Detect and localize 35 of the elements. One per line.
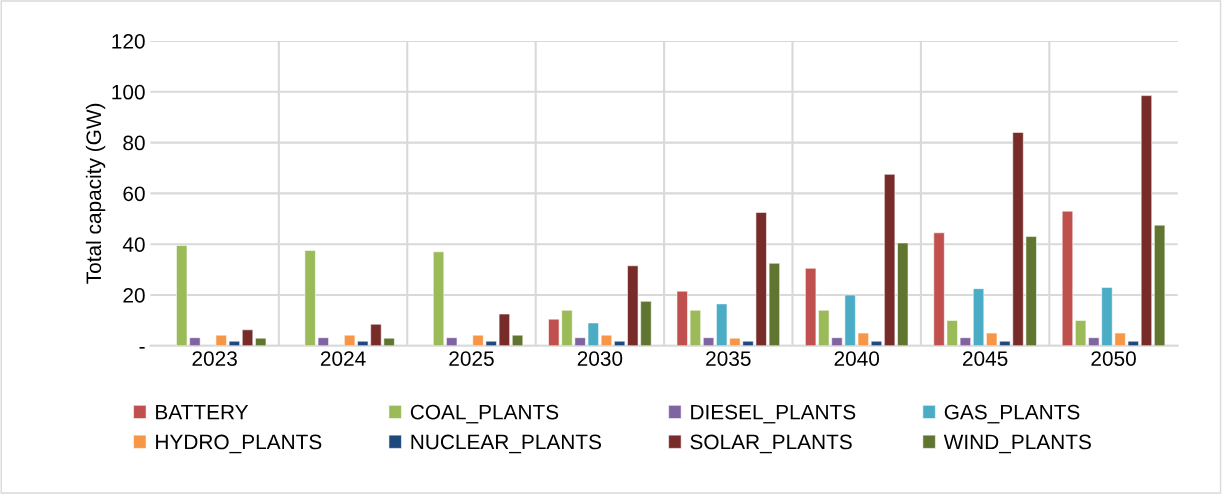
y-tick-label: -: [139, 347, 145, 349]
x-tick-label: 2035: [706, 351, 751, 366]
bar: [973, 288, 985, 346]
y-tick-label: 40: [122, 237, 145, 252]
legend-label: NUCLEAR_PLANTS: [411, 434, 602, 454]
legend-label: COAL_PLANTS: [410, 404, 559, 424]
y-tick-label: 60: [123, 186, 145, 202]
x-tick-label: 2023: [192, 351, 237, 366]
legend-label: SOLAR_PLANTS: [690, 434, 852, 454]
bar: [433, 251, 445, 346]
bar: [1061, 210, 1074, 346]
y-tick-label: 120: [112, 34, 145, 49]
bar: [1140, 95, 1152, 346]
bar: [600, 334, 613, 346]
x-tick-label: 2050: [1091, 351, 1136, 366]
bar: [242, 329, 254, 346]
y-tick-label: 80: [123, 135, 145, 151]
x-tick-label: 2045: [963, 351, 1008, 366]
bar: [255, 337, 267, 346]
x-tick-label: 2030: [577, 351, 623, 366]
bar: [511, 334, 524, 346]
legend-label: GAS_PLANTS: [944, 404, 1080, 424]
legend-label: BATTERY: [156, 404, 249, 420]
legend-label: DIESEL_PLANTS: [691, 404, 856, 424]
bar: [703, 337, 715, 346]
x-tick-label: 2040: [834, 351, 880, 366]
x-tick-label: 2025: [449, 351, 494, 366]
legend-label: WIND_PLANTS: [943, 434, 1091, 454]
x-tick-label: 2024: [320, 351, 366, 366]
legend-label: HYDRO_PLANTS: [156, 434, 322, 454]
bar: [1154, 224, 1166, 346]
y-tick-label: 20: [123, 288, 145, 303]
bar: [446, 337, 458, 346]
y-axis-title: Total capacity (GW): [85, 103, 106, 284]
y-tick-label: 100: [112, 84, 145, 100]
